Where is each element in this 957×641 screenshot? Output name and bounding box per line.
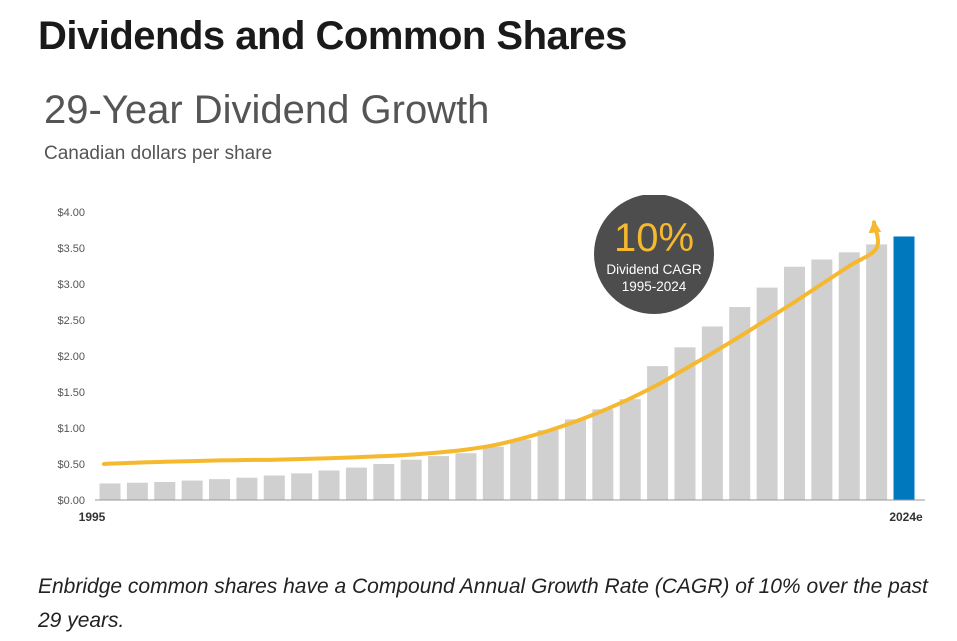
bar	[866, 244, 888, 500]
y-tick-label: $3.50	[57, 243, 85, 255]
y-tick-label: $3.00	[57, 279, 85, 291]
dividend-bar-chart: $0.00 $0.50 $1.00 $1.50 $2.00 $2.50 $3.00 $3.50…	[57, 195, 925, 524]
bar	[181, 480, 203, 500]
y-tick-label: $1.50	[57, 387, 85, 399]
page-heading: Dividends and Common Shares	[38, 14, 627, 58]
cagr-badge-label: Dividend CAGR	[606, 262, 702, 277]
bar	[564, 419, 586, 500]
cagr-badge: 10% Dividend CAGR 1995-2024	[594, 195, 714, 314]
bar-highlight	[893, 236, 915, 501]
bar	[510, 439, 532, 500]
bar	[428, 456, 450, 500]
chart-title: 29-Year Dividend Growth	[44, 88, 490, 132]
bar	[154, 482, 176, 500]
y-tick-label: $0.00	[57, 495, 85, 507]
bar	[811, 259, 833, 500]
bars	[99, 236, 915, 501]
y-tick-label: $4.00	[57, 207, 85, 219]
bar	[236, 477, 258, 500]
y-tick-label: $2.00	[57, 351, 85, 363]
x-axis-labels: 1995 2024e	[79, 510, 923, 524]
x-tick-label-start: 1995	[79, 510, 106, 524]
bar	[455, 453, 477, 500]
y-tick-label: $0.50	[57, 459, 85, 471]
bar	[592, 409, 614, 500]
bar	[291, 473, 313, 500]
bar	[674, 347, 696, 500]
bar	[263, 475, 285, 500]
bar	[729, 307, 751, 500]
bar	[400, 459, 422, 500]
bar	[647, 366, 669, 500]
cagr-badge-period: 1995-2024	[622, 279, 687, 294]
bar	[373, 464, 395, 500]
bar	[126, 482, 148, 500]
bar	[345, 467, 367, 500]
y-tick-label: $1.00	[57, 423, 85, 435]
bar	[619, 399, 641, 500]
x-tick-label-end: 2024e	[889, 510, 923, 524]
bar	[99, 483, 121, 500]
bar	[209, 479, 231, 500]
cagr-badge-percent: 10%	[614, 216, 694, 260]
bar	[838, 252, 860, 500]
trend-arrow	[102, 219, 882, 466]
bar	[318, 470, 340, 500]
bar	[701, 326, 723, 500]
y-axis-labels: $0.00 $0.50 $1.00 $1.50 $2.00 $2.50 $3.00 $3.50…	[57, 207, 85, 507]
caption: Enbridge common shares have a Compound A…	[38, 575, 928, 632]
bar	[482, 446, 504, 500]
bar	[783, 266, 805, 500]
cagr-badge-circle	[594, 195, 714, 314]
y-tick-label: $2.50	[57, 315, 85, 327]
bar	[756, 287, 778, 500]
bar	[537, 430, 559, 500]
chart-subtitle: Canadian dollars per share	[44, 143, 273, 164]
